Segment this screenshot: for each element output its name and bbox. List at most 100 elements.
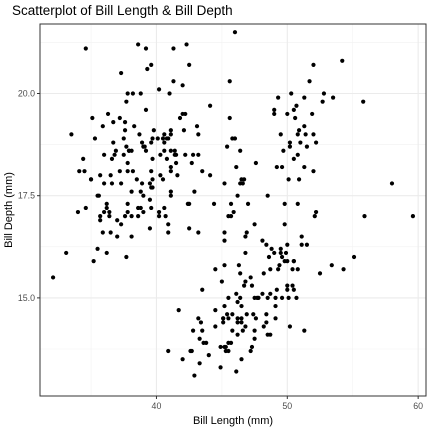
scatter-point	[124, 145, 128, 149]
x-tick-label: 50	[282, 401, 292, 411]
scatter-point	[190, 349, 194, 353]
scatter-point	[220, 279, 224, 283]
scatter-point	[141, 194, 145, 198]
scatter-point	[275, 165, 279, 169]
scatter-point	[285, 243, 289, 247]
scatter-point	[288, 324, 292, 328]
scatter-point	[105, 251, 109, 255]
scatter-point	[352, 255, 356, 259]
scatter-point	[109, 230, 113, 234]
scatter-point	[122, 153, 126, 157]
scatter-point	[111, 140, 115, 144]
scatter-point	[123, 120, 127, 124]
scatter-point	[158, 153, 162, 157]
scatter-point	[190, 161, 194, 165]
scatter-point	[238, 296, 242, 300]
scatter-point	[110, 157, 114, 161]
scatter-point	[169, 190, 173, 194]
scatter-point	[305, 145, 309, 149]
scatter-point	[262, 271, 266, 275]
scatter-point	[148, 198, 152, 202]
y-tick-label: 15.0	[18, 293, 35, 303]
scatter-point	[144, 149, 148, 153]
scatter-point	[126, 169, 130, 173]
scatter-point	[250, 284, 254, 288]
scatter-point	[157, 87, 161, 91]
scatter-point	[331, 95, 335, 99]
scatter-point	[222, 181, 226, 185]
scatter-point	[112, 153, 116, 157]
scatter-point	[196, 153, 200, 157]
scatter-point	[165, 157, 169, 161]
scatter-point	[302, 328, 306, 332]
scatter-point	[246, 202, 250, 206]
scatter-point	[243, 324, 247, 328]
scatter-point	[102, 181, 106, 185]
scatter-point	[290, 267, 294, 271]
scatter-point	[273, 316, 277, 320]
scatter-point	[140, 181, 144, 185]
scatter-point	[183, 153, 187, 157]
scatter-point	[311, 63, 315, 67]
scatter-point	[89, 177, 93, 181]
scatter-point	[169, 194, 173, 198]
scatter-point	[156, 136, 160, 140]
scatter-point	[167, 91, 171, 95]
scatter-point	[124, 100, 128, 104]
scatter-point	[178, 116, 182, 120]
scatter-point	[254, 161, 258, 165]
scatter-point	[230, 312, 234, 316]
plot-panel	[40, 24, 426, 396]
scatter-point	[150, 136, 154, 140]
scatter-point	[311, 132, 315, 136]
x-axis-title: Bill Length (mm)	[193, 415, 273, 427]
scatter-point	[161, 177, 165, 181]
scatter-point	[166, 222, 170, 226]
scatter-point	[310, 112, 314, 116]
scatter-point	[171, 46, 175, 50]
scatter-point	[280, 255, 284, 259]
scatter-point	[288, 145, 292, 149]
scatter-point	[230, 328, 234, 332]
scatter-point	[84, 46, 88, 50]
scatter-point	[272, 251, 276, 255]
scatter-point	[131, 91, 135, 95]
scatter-point	[77, 169, 81, 173]
scatter-point	[126, 161, 130, 165]
scatter-point	[280, 165, 284, 169]
scatter-point	[119, 222, 123, 226]
scatter-point	[285, 112, 289, 116]
scatter-point	[101, 230, 105, 234]
scatter-point	[273, 296, 277, 300]
scatter-point	[266, 296, 270, 300]
scatter-point	[173, 149, 177, 153]
scatter-point	[90, 116, 94, 120]
scatter-point	[249, 275, 253, 279]
scatter-point	[150, 177, 154, 181]
scatter-point	[235, 333, 239, 337]
scatter-point	[292, 259, 296, 263]
scatter-point	[300, 234, 304, 238]
scatter-point	[118, 116, 122, 120]
scatter-point	[243, 279, 247, 283]
scatter-point	[218, 345, 222, 349]
scatter-point	[76, 210, 80, 214]
scatter-point	[144, 46, 148, 50]
scatter-point	[235, 320, 239, 324]
scatter-point	[141, 145, 145, 149]
scatter-point	[204, 341, 208, 345]
scatter-point	[51, 275, 55, 279]
scatter-point	[165, 136, 169, 140]
scatter-point	[234, 292, 238, 296]
scatter-point	[267, 255, 271, 259]
scatter-point	[213, 267, 217, 271]
scatter-point	[187, 63, 191, 67]
scatter-point	[171, 79, 175, 83]
scatter-point	[272, 108, 276, 112]
scatter-point	[196, 230, 200, 234]
scatter-point	[245, 312, 249, 316]
scatter-point	[123, 214, 127, 218]
scatter-point	[81, 157, 85, 161]
scatter-point	[150, 157, 154, 161]
scatter-point	[98, 214, 102, 218]
